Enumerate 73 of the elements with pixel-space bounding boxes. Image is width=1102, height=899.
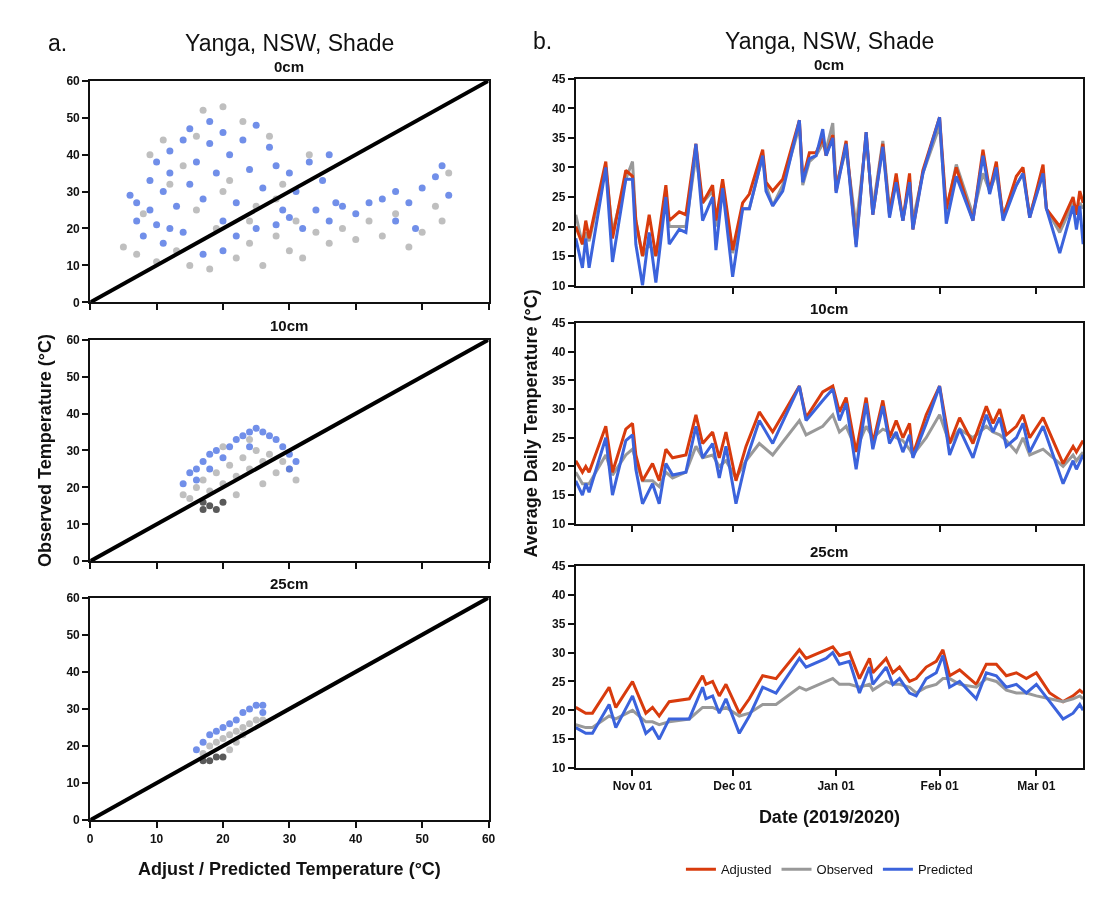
- chart-title: 25cm: [270, 575, 309, 592]
- y-tick-label: 35: [552, 131, 566, 146]
- x-axis-title: Adjust / Predicted Temperature (°C): [137, 859, 441, 880]
- y-tick-label: 10: [66, 517, 81, 532]
- x-tick-label: 20: [216, 831, 230, 846]
- y-tick-label: 40: [552, 344, 566, 359]
- x-tick-label: Nov 01: [612, 779, 653, 794]
- y-tick-label: 45: [552, 72, 566, 87]
- y-tick-label: 20: [66, 480, 81, 495]
- x-tick-label: 10: [149, 831, 164, 846]
- y-tick-label: 30: [552, 160, 566, 175]
- x-tick-label: Mar 01: [1017, 779, 1056, 794]
- y-tick-label: 20: [552, 703, 566, 718]
- x-tick-label: Feb 01: [920, 779, 959, 794]
- y-tick-label: 35: [552, 617, 566, 632]
- y-tick-label: 20: [66, 739, 81, 754]
- y-tick-label: 45: [552, 559, 566, 574]
- legend-label: Adjusted: [720, 862, 772, 878]
- x-axis-title: Date (2019/2020): [758, 806, 900, 827]
- y-tick-label: 20: [66, 221, 81, 236]
- y-tick-label: 40: [552, 101, 566, 116]
- y-tick-label: 25: [552, 190, 566, 205]
- x-tick-label: 50: [415, 831, 430, 846]
- y-tick-label: 50: [66, 369, 81, 384]
- text: Yanga, NSW, Shade: [185, 30, 395, 56]
- chart-title: 10cm: [270, 317, 309, 334]
- y-tick-label: 20: [552, 459, 566, 474]
- y-tick-label: 25: [552, 430, 566, 445]
- y-axis-title: Observed Temperature (°C): [35, 334, 56, 567]
- y-tick-label: 35: [552, 373, 566, 388]
- y-tick-label: 40: [66, 665, 81, 680]
- chart-title: 10cm: [810, 300, 849, 317]
- x-tick-label: Jan 01: [817, 779, 856, 794]
- y-tick-label: 60: [66, 332, 81, 347]
- y-tick-label: 40: [66, 147, 81, 162]
- y-tick-label: 30: [552, 402, 566, 417]
- y-tick-label: 10: [66, 258, 81, 273]
- y-axis-title: Average Daily Temperature (°C): [520, 289, 541, 558]
- y-tick-label: 15: [552, 488, 566, 503]
- y-tick-label: 0: [73, 813, 81, 828]
- y-tick-label: 30: [66, 702, 81, 717]
- y-tick-label: 30: [66, 184, 81, 199]
- y-tick-label: 0: [73, 295, 81, 310]
- y-tick-label: 0: [73, 554, 81, 569]
- chart-title: 0cm: [274, 58, 305, 75]
- legend-label: Predicted: [917, 862, 973, 878]
- y-tick-label: 20: [552, 219, 566, 234]
- legend-label: Observed: [816, 862, 873, 878]
- x-tick-label: Dec 01: [713, 779, 753, 794]
- y-tick-label: 40: [552, 588, 566, 603]
- x-tick-label: 40: [349, 831, 363, 846]
- y-tick-label: 15: [552, 732, 566, 747]
- y-tick-label: 30: [552, 645, 566, 660]
- x-tick-label: 0: [86, 831, 94, 846]
- text: b.: [533, 28, 553, 54]
- y-tick-label: 10: [552, 761, 566, 776]
- text: a.: [48, 30, 68, 56]
- chart-title: 0cm: [814, 56, 845, 73]
- y-tick-label: 30: [66, 443, 81, 458]
- y-tick-label: 10: [552, 278, 566, 293]
- y-tick-label: 15: [552, 249, 566, 264]
- x-tick-label: 60: [481, 831, 496, 846]
- y-tick-label: 60: [66, 590, 81, 605]
- y-tick-label: 40: [66, 406, 81, 421]
- y-tick-label: 25: [552, 674, 566, 689]
- text: Yanga, NSW, Shade: [725, 28, 935, 54]
- y-tick-label: 50: [66, 110, 81, 125]
- x-tick-label: 30: [282, 831, 297, 846]
- y-tick-label: 45: [552, 316, 566, 331]
- y-tick-label: 50: [66, 627, 81, 642]
- y-tick-label: 10: [552, 517, 566, 532]
- y-tick-label: 60: [66, 74, 81, 89]
- chart-title: 25cm: [810, 543, 849, 560]
